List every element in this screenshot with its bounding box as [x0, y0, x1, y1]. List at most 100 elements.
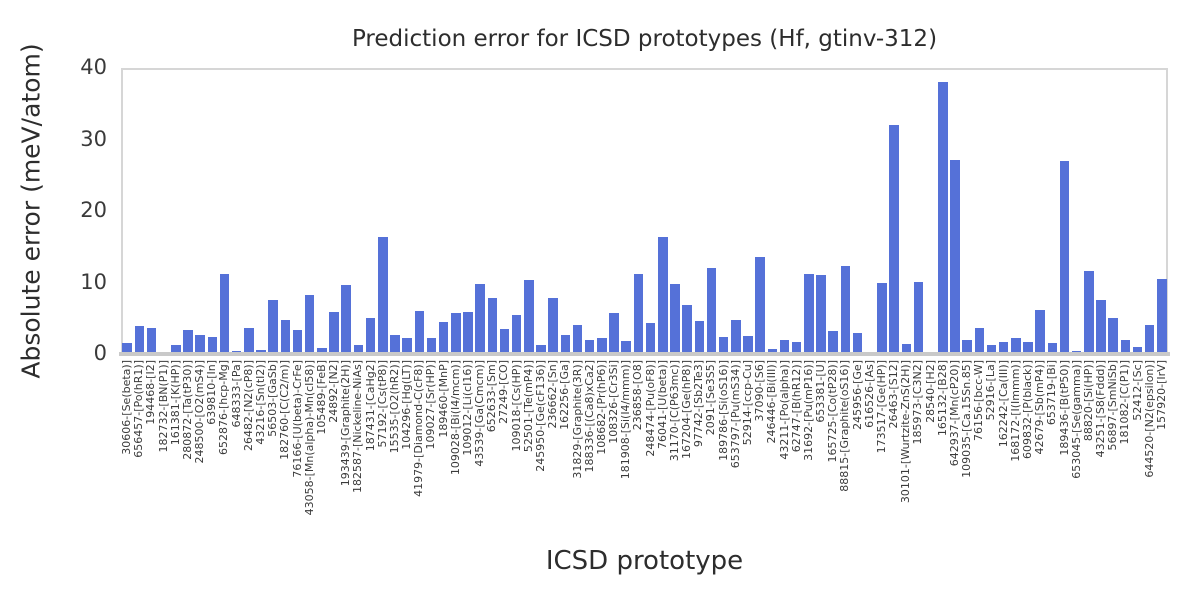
bar — [365, 318, 376, 354]
x-tick-label: 653045-[Se(gamma)] — [1069, 360, 1083, 479]
x-tick-label: 43058-[Mn(alpha)-Mn(cI58)] — [302, 360, 316, 516]
bar — [183, 330, 193, 354]
bar — [998, 341, 1009, 354]
y-tick-label: 20 — [80, 198, 107, 222]
bar — [1144, 325, 1155, 354]
bar — [828, 331, 838, 354]
x-tick-label: 27249-[CO] — [497, 360, 511, 424]
bar — [280, 319, 291, 354]
bar — [621, 341, 631, 354]
x-tick-label: 62747-[B(hR12)] — [789, 360, 803, 453]
y-tick-label: 30 — [80, 126, 107, 151]
bar — [524, 280, 534, 354]
x-tick-label: 246446-[Bi(III)] — [765, 360, 779, 444]
bar — [475, 283, 485, 354]
bar — [584, 339, 595, 354]
bar — [317, 348, 327, 354]
bar — [134, 326, 144, 354]
bar — [1132, 346, 1143, 354]
x-tick-label: 161381-[K(HP)] — [168, 360, 182, 446]
bar — [438, 321, 449, 354]
bar — [901, 343, 911, 354]
bar — [390, 334, 400, 354]
bar — [1059, 160, 1070, 354]
y-tick-label: 10 — [80, 269, 107, 294]
bar — [499, 328, 510, 354]
bar — [292, 330, 303, 354]
x-axis-label: ICSD prototype — [545, 546, 744, 576]
x-tick-label: 189786-[Si(oS16)] — [716, 360, 730, 461]
x-tick-label: 76041-[U(beta)] — [655, 360, 669, 449]
bar — [1120, 340, 1131, 354]
x-tick-label: 653797-[Pu(mS34)] — [728, 360, 742, 469]
bar — [451, 312, 461, 354]
bar — [378, 237, 388, 354]
bar — [731, 320, 741, 354]
bar — [658, 237, 668, 354]
y-tick-label: 40 — [80, 55, 107, 79]
bar — [840, 266, 851, 354]
x-axis-line — [119, 352, 1170, 356]
bar — [536, 345, 546, 354]
bar — [353, 344, 364, 354]
bar — [1047, 343, 1058, 354]
bar — [682, 304, 692, 354]
x-tick-label: 162256-[Ga] — [558, 360, 572, 430]
bar — [487, 298, 498, 354]
bar — [146, 327, 157, 354]
bar — [633, 273, 644, 354]
bar — [1157, 278, 1167, 354]
bar — [974, 327, 985, 354]
bar — [694, 321, 705, 354]
x-tick-label: 187431-[CaHg2] — [363, 360, 377, 452]
bar — [767, 348, 778, 354]
x-tick-label: 644520-[N2(epsilon)] — [1142, 360, 1156, 478]
x-tick-label: 52412-[Sc] — [1130, 360, 1144, 421]
x-tick-label: 157920-[IrV] — [1154, 360, 1168, 430]
x-tick-label: 28540-[H2] — [923, 360, 937, 423]
x-tick-label: 189436-[B(tP50)] — [1057, 360, 1071, 456]
x-tick-label: 88815-[Graphite(oS16)] — [838, 360, 852, 492]
x-tick-label: 188336-[(Ca8)xCa2] — [582, 360, 596, 473]
chart-title: Prediction error for ICSD prototypes (Hf… — [351, 26, 938, 52]
x-tick-label: 653719-[Bi] — [1045, 360, 1059, 426]
bar — [122, 343, 132, 354]
bar — [706, 268, 717, 354]
bar — [597, 338, 607, 354]
x-tick-label: 109027-[Sr(HP)] — [424, 360, 438, 450]
plot-area — [121, 68, 1168, 354]
bar — [304, 295, 315, 354]
x-tick-label: 76166-[U(beta)-CrFe] — [290, 360, 304, 478]
bar — [877, 283, 887, 354]
bar — [779, 339, 790, 354]
x-tick-label: 2091-[Se3S5] — [704, 360, 718, 436]
bar — [986, 345, 997, 354]
y-tick-label: 0 — [93, 341, 107, 365]
bar — [402, 337, 412, 354]
bar — [1011, 337, 1021, 354]
bar — [852, 333, 863, 354]
bar — [511, 315, 522, 354]
x-tick-label: 248474-[Pu(oF8)] — [643, 360, 657, 457]
x-tick-label: 168172-[I(Immm)] — [1008, 360, 1022, 462]
bar — [645, 323, 656, 354]
bar — [572, 324, 583, 354]
bar — [1108, 318, 1118, 354]
bar — [962, 340, 972, 354]
bar — [426, 338, 437, 354]
x-tick-label: 52916-[La] — [984, 360, 998, 421]
bar — [1096, 300, 1106, 354]
bar — [743, 336, 753, 354]
x-tick-label: 189460-[MnP] — [436, 360, 450, 438]
bar — [755, 256, 765, 354]
x-tick-label: 236858-[O8] — [631, 360, 645, 431]
x-tick-label: 43211-[Po(alpha)] — [777, 360, 791, 460]
x-tick-label: 652876-[hcp-Mg] — [217, 360, 231, 455]
x-tick-label: 31829-[Graphite(3R)] — [570, 360, 584, 479]
x-tick-label: 182760-[C(C2/m)] — [278, 360, 292, 460]
x-tick-label: 165132-[B28] — [935, 360, 949, 437]
bar — [414, 311, 425, 354]
bar — [718, 336, 729, 354]
bar — [1023, 341, 1033, 354]
bar — [207, 336, 218, 354]
